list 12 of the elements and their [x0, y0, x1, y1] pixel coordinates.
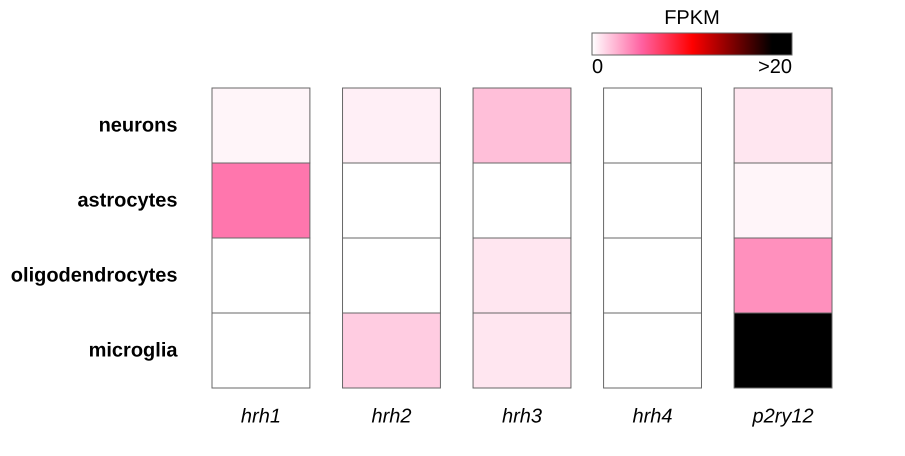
- x-tick-label: hrh3: [502, 406, 542, 428]
- y-tick-label: astrocytes: [77, 190, 178, 212]
- color-bar-label: 0: [592, 56, 604, 78]
- color-bar-label: >20: [758, 56, 792, 78]
- x-tick-label: hrh1: [240, 406, 281, 428]
- x-tick-label: p2ry12: [751, 406, 814, 428]
- y-tick-label: neurons: [98, 114, 178, 136]
- x-tick-label: hrh4: [632, 406, 673, 428]
- color-bar-title: FPKM: [664, 7, 720, 29]
- y-tick-label: oligodendrocytes: [10, 264, 178, 286]
- y-tick-label: microglia: [88, 340, 178, 362]
- x-tick-label: hrh2: [371, 406, 412, 428]
